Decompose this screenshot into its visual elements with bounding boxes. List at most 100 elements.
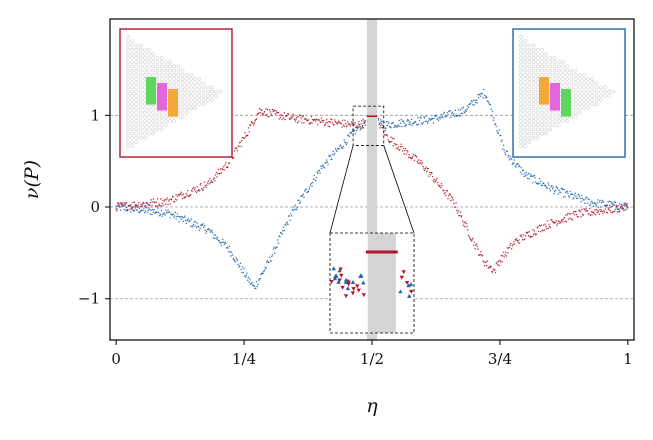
point-red (118, 206, 121, 209)
lattice-site (519, 115, 523, 119)
lattice-site (586, 89, 591, 94)
lattice-site (134, 115, 139, 119)
point-red (460, 216, 463, 218)
point-red (417, 162, 419, 165)
point-blue (303, 196, 305, 198)
lattice-site (134, 56, 139, 60)
lattice-site (155, 115, 160, 119)
lattice-site (578, 73, 582, 77)
point-blue (284, 223, 287, 226)
point-blue (459, 108, 462, 111)
point-red (227, 166, 229, 169)
point-blue (512, 162, 515, 165)
point-blue (586, 202, 589, 204)
lattice-site (586, 85, 591, 90)
point-blue (203, 224, 206, 227)
lattice-site (523, 98, 528, 102)
point-blue (588, 198, 591, 201)
point-blue (398, 119, 400, 121)
point-red (203, 181, 206, 184)
point-red (432, 180, 435, 183)
lattice-site (193, 94, 197, 98)
point-red (204, 184, 207, 187)
point-red (444, 191, 447, 194)
point-red (510, 248, 513, 250)
point-red (319, 121, 322, 124)
point-blue (496, 129, 498, 132)
point-blue (348, 135, 351, 138)
point-blue (349, 131, 351, 134)
point-blue (466, 108, 468, 110)
point-blue (282, 226, 285, 228)
point-red (205, 186, 207, 189)
point-blue (498, 129, 501, 131)
point-red (469, 239, 472, 241)
point-blue (531, 175, 533, 177)
point-blue (146, 211, 149, 213)
point-red (322, 119, 325, 122)
point-blue (333, 152, 336, 155)
point-red (467, 234, 470, 237)
lattice-site (163, 110, 168, 115)
lattice-site (159, 115, 164, 119)
point-blue (529, 172, 531, 175)
point-red (588, 208, 591, 210)
point-blue (577, 193, 580, 196)
lattice-site (548, 73, 553, 77)
zoom-point-blue (406, 283, 411, 288)
point-red (400, 143, 403, 146)
point-red (130, 206, 133, 209)
lattice-site (540, 47, 544, 52)
point-blue (338, 147, 341, 150)
lattice-site (573, 102, 578, 106)
point-red (606, 212, 609, 214)
lattice-site (176, 77, 181, 81)
lattice-site (544, 110, 549, 115)
point-red (533, 230, 536, 233)
point-blue (162, 213, 165, 215)
point-blue (393, 126, 395, 128)
point-blue (214, 234, 217, 236)
zoom-point-red (338, 267, 343, 272)
point-blue (583, 202, 586, 204)
lattice-site (138, 110, 143, 115)
point-red (129, 204, 132, 206)
point-red (337, 121, 340, 124)
point-blue (432, 121, 435, 124)
point-red (221, 168, 224, 170)
point-red (133, 201, 136, 204)
point-red (607, 209, 610, 211)
point-blue (610, 200, 612, 203)
point-blue (195, 226, 198, 228)
lattice-site (531, 73, 536, 77)
lattice-site (155, 60, 160, 65)
lattice-site (557, 123, 561, 127)
point-red (608, 204, 611, 207)
lattice-site (205, 89, 210, 94)
point-blue (503, 149, 506, 151)
point-red (609, 210, 612, 212)
lattice-site (569, 73, 574, 77)
point-red (232, 156, 235, 159)
point-red (219, 168, 222, 171)
point-red (597, 211, 600, 213)
point-blue (539, 182, 542, 185)
lattice-site (180, 68, 185, 73)
point-red (264, 114, 267, 117)
point-blue (148, 208, 151, 210)
point-red (477, 248, 479, 251)
zoom-connector (383, 145, 415, 234)
point-red (262, 112, 265, 115)
point-red (531, 235, 533, 238)
zoom-point-blue (337, 268, 342, 273)
point-red (197, 190, 199, 193)
point-red (523, 238, 526, 241)
point-red (239, 141, 242, 144)
point-red (124, 203, 127, 205)
point-red (447, 198, 449, 200)
point-red (380, 123, 383, 125)
point-blue (434, 115, 437, 117)
lattice-site (147, 68, 151, 73)
lattice-site (138, 89, 143, 94)
point-blue (379, 121, 381, 124)
